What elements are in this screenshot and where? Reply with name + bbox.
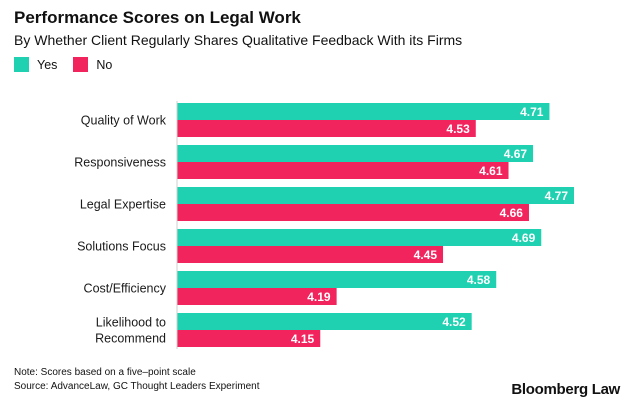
- legend-item-no: No: [73, 57, 112, 72]
- data-label-yes-4: 4.58: [467, 273, 491, 287]
- footnote: Note: Scores based on a five–point scale…: [14, 366, 260, 394]
- data-label-no-1: 4.61: [479, 164, 503, 178]
- bar-no-4: [177, 288, 337, 305]
- legend-swatch-yes: [14, 57, 29, 72]
- category-label-2: Legal Expertise: [80, 198, 166, 212]
- data-label-no-2: 4.66: [500, 206, 524, 220]
- chart-subtitle: By Whether Client Regularly Shares Quali…: [14, 32, 463, 48]
- bar-no-0: [177, 120, 476, 137]
- legend-swatch-no: [73, 57, 89, 72]
- bar-yes-4: [177, 271, 497, 288]
- data-label-no-0: 4.53: [446, 122, 470, 136]
- legend-label-no: No: [96, 57, 113, 72]
- source-text: Source: AdvanceLaw, GC Thought Leaders E…: [14, 381, 260, 392]
- category-label-0: Quality of Work: [81, 114, 167, 128]
- legend-item-yes: Yes: [14, 57, 57, 72]
- data-label-yes-0: 4.71: [520, 105, 544, 119]
- data-label-no-5: 4.15: [291, 332, 315, 346]
- category-label-4: Cost/Efficiency: [84, 282, 167, 296]
- brand-logo: Bloomberg Law: [511, 381, 620, 398]
- bar-no-2: [177, 204, 529, 221]
- data-label-yes-2: 4.77: [545, 189, 569, 203]
- bar-yes-0: [177, 103, 550, 120]
- bar-no-5: [177, 330, 321, 347]
- legend-label-yes: Yes: [37, 57, 58, 72]
- data-label-no-4: 4.19: [307, 290, 331, 304]
- category-label-5-line-1: Recommend: [95, 332, 166, 346]
- data-label-yes-1: 4.67: [504, 147, 528, 161]
- bar-yes-3: [177, 229, 542, 246]
- data-label-yes-3: 4.69: [512, 231, 536, 245]
- bar-no-3: [177, 246, 444, 263]
- note-text: Note: Scores based on a five–point scale: [14, 367, 196, 378]
- bar-no-1: [177, 162, 509, 179]
- category-label-5-line-0: Likelihood to: [96, 316, 166, 330]
- data-label-yes-5: 4.52: [442, 315, 466, 329]
- category-label-1: Responsiveness: [74, 156, 166, 170]
- bar-yes-5: [177, 313, 472, 330]
- legend: Yes No: [14, 57, 128, 72]
- chart-title: Performance Scores on Legal Work: [14, 8, 301, 27]
- bar-yes-2: [177, 187, 574, 204]
- data-label-no-3: 4.45: [414, 248, 438, 262]
- bar-yes-1: [177, 145, 534, 162]
- category-label-3: Solutions Focus: [77, 240, 166, 254]
